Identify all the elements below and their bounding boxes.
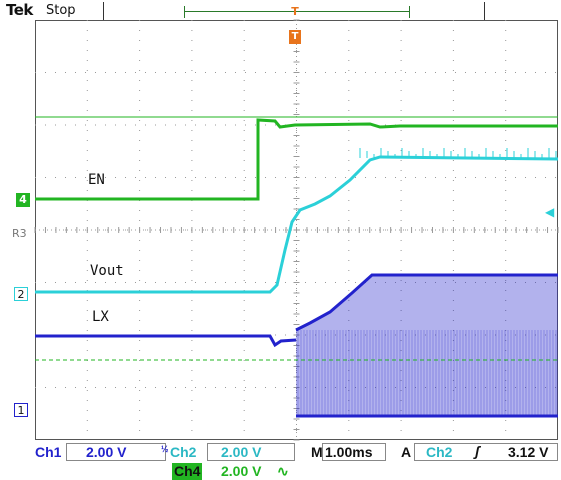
- traces: [35, 116, 559, 418]
- ch2-name[interactable]: Ch2: [170, 444, 197, 460]
- record-view-right: [409, 6, 410, 18]
- ch4-name[interactable]: Ch4: [172, 463, 203, 480]
- record-view-bar: [184, 11, 410, 12]
- label-en: EN: [88, 172, 105, 188]
- readout-bar: Ch1 2.00 V ½ Ch2 2.00 V M 1.00ms A Ch2 ʃ…: [0, 441, 561, 480]
- record-view-left: [184, 6, 185, 18]
- ch1-name[interactable]: Ch1: [35, 444, 62, 460]
- trigger-level: 3.12 V: [508, 444, 549, 460]
- ch2-trace: [35, 155, 559, 294]
- trigger-level-arrow-icon: ◀: [545, 205, 555, 219]
- trigger-point-icon: T: [289, 30, 301, 44]
- time-prefix: M: [311, 444, 323, 460]
- time-scale: 1.00ms: [325, 444, 373, 460]
- trigger-mode: A: [401, 444, 412, 460]
- divider: [103, 2, 104, 20]
- ch1-scale-box[interactable]: [66, 443, 166, 461]
- trigger-slope-icon: ʃ: [475, 443, 480, 459]
- ch4-scale: 2.00 V: [221, 463, 262, 479]
- label-vout: Vout: [90, 263, 124, 279]
- ch2-bw-icon: ½: [161, 444, 169, 454]
- ref3-marker: R3: [12, 227, 27, 240]
- ch4-trace: [35, 118, 558, 201]
- brand-logo: Tek: [6, 1, 33, 19]
- ch1-scale: 2.00 V: [86, 444, 127, 460]
- ch4-ground-marker[interactable]: 4: [16, 193, 30, 207]
- ch1-trace: [35, 334, 297, 348]
- ch1-envelope-top: [295, 273, 558, 332]
- time-scale-box[interactable]: [322, 443, 386, 461]
- trigger-position-icon: T: [291, 5, 299, 18]
- ch1-ground-marker[interactable]: 1: [14, 403, 28, 417]
- trigger-source: Ch2: [426, 444, 453, 460]
- status-bar: Tek Stop T: [0, 0, 561, 22]
- ch2-scale-box[interactable]: [207, 443, 295, 461]
- label-lx: LX: [92, 309, 109, 325]
- graticule: [34, 19, 559, 441]
- trigger-box[interactable]: [414, 443, 558, 461]
- divider: [484, 2, 485, 20]
- ch2-ground-marker[interactable]: 2: [14, 287, 28, 301]
- ch2-scale: 2.00 V: [221, 444, 262, 460]
- ch4-coupling-icon: ∿: [277, 463, 289, 479]
- acquisition-status: Stop: [46, 3, 76, 18]
